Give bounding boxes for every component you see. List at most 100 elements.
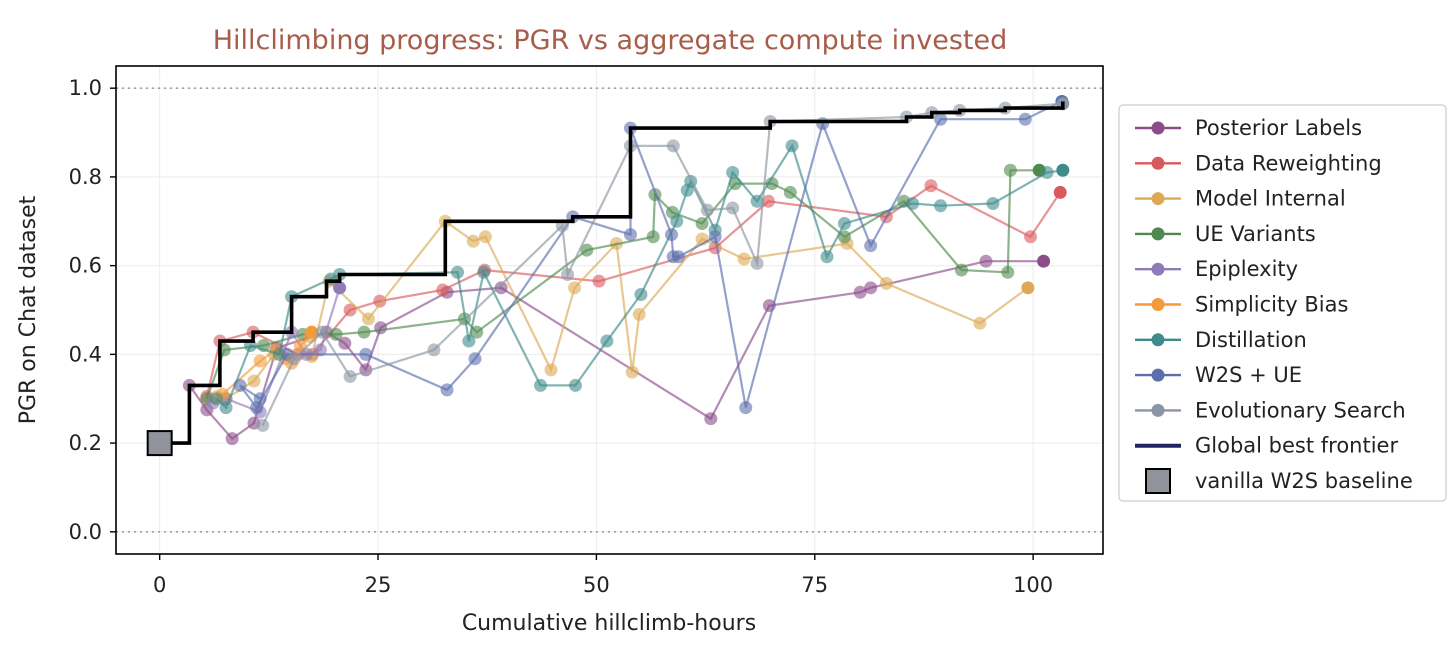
legend-item-0: Posterior Labels: [1135, 116, 1362, 140]
legend-swatch-marker-5: [1151, 298, 1165, 311]
series-7-point-10: [665, 228, 679, 242]
reference-lines: [116, 87, 1103, 533]
y-tick-label-5: 1.0: [69, 76, 102, 100]
series-4-point-6: [333, 281, 347, 295]
series-6-point-10: [533, 378, 547, 392]
series-6-point-21: [820, 250, 834, 264]
series-3-point-20: [1003, 163, 1017, 177]
series-3-point-5: [357, 325, 371, 339]
series-2-point-5: [361, 312, 375, 326]
legend-label-8: Evolutionary Search: [1195, 398, 1406, 422]
series-1-point-5: [343, 303, 357, 317]
series-3-point-14: [765, 177, 779, 191]
legend-swatch-marker-0: [1151, 121, 1165, 135]
legend-label-frontier: Global best frontier: [1195, 434, 1398, 458]
series-2-point-17: [879, 276, 893, 290]
series-8-point-0: [256, 418, 270, 432]
series-0-point-14: [864, 281, 878, 295]
series-6-point-14: [670, 214, 684, 228]
legend-item-5: Simplicity Bias: [1135, 293, 1348, 317]
x-tick-label-1: 25: [365, 573, 392, 597]
legend-swatch-marker-4: [1151, 262, 1165, 276]
series-6-point-13: [634, 287, 648, 301]
legend-swatch-marker-8: [1151, 403, 1165, 417]
series-layer: [182, 94, 1070, 446]
legend-label-baseline: vanilla W2S baseline: [1195, 469, 1413, 493]
series-6-point-26: [1040, 165, 1054, 179]
series-8-point-4: [427, 343, 441, 357]
x-tick-label-2: 50: [583, 573, 610, 597]
legend-label-3: UE Variants: [1195, 222, 1316, 246]
series-2-point-12: [625, 365, 639, 379]
series-line-8: [261, 102, 1063, 426]
x-axis-label: Cumulative hillclimb-hours: [462, 611, 756, 636]
series-8: [256, 97, 1070, 432]
plot-frame: [115, 65, 1104, 555]
series-7-point-16: [864, 239, 878, 253]
y-tick-label-3: 0.6: [69, 254, 102, 278]
legend-frame: [1118, 104, 1447, 502]
legend-swatch-marker-7: [1151, 368, 1165, 382]
legend-label-0: Posterior Labels: [1195, 116, 1362, 140]
series-2: [219, 214, 1035, 406]
series-6-point-11: [568, 378, 582, 392]
legend: Posterior Labels Data Reweighting Model In…: [1118, 104, 1447, 502]
series-1-point-9: [592, 274, 606, 288]
legend-swatch-marker-3: [1151, 227, 1165, 241]
series-5-point-8: [305, 325, 319, 339]
series-3-point-15: [783, 185, 797, 199]
series-6-point-24: [934, 199, 948, 213]
legend-swatch-marker-1: [1151, 156, 1165, 170]
x-axis-ticks: 0 25 50 75 100: [153, 554, 1053, 597]
legend-label-2: Model Internal: [1195, 187, 1346, 211]
series-0-point-11: [704, 412, 718, 426]
frontier-layer: [159, 101, 1065, 445]
series-0-point-6: [338, 336, 352, 350]
series-2-point-15: [737, 252, 751, 266]
series-6-point-1: [219, 401, 233, 415]
series-2-point-13: [632, 307, 646, 321]
series-7-point-8: [623, 228, 637, 242]
legend-label-7: W2S + UE: [1195, 363, 1302, 387]
series-8-point-10: [726, 201, 740, 215]
series-6-point-22: [837, 216, 851, 230]
series-4-point-5: [313, 343, 327, 357]
series-8-point-3: [343, 370, 357, 384]
series-7-point-4: [359, 347, 373, 361]
series-1-point-15: [1053, 185, 1067, 199]
y-tick-label-4: 0.8: [69, 165, 102, 189]
series-8-point-1: [287, 352, 301, 366]
legend-item-6: Distillation: [1135, 328, 1307, 352]
series-3-point-7: [470, 325, 484, 339]
series-3-point-18: [955, 263, 969, 277]
y-axis-label: PGR on Chat dataset: [16, 195, 41, 424]
series-3-point-19: [1001, 265, 1015, 279]
series-8-point-2: [315, 325, 329, 339]
series-6-point-20: [785, 139, 799, 153]
grid: [116, 66, 1103, 554]
series-6-point-0: [209, 392, 223, 406]
series-6-point-12: [600, 334, 614, 348]
legend-label-5: Simplicity Bias: [1195, 293, 1348, 317]
series-0-point-8: [374, 321, 388, 335]
series-6-point-8: [462, 334, 476, 348]
baseline-marker: [146, 430, 173, 457]
frontier-line: [159, 101, 1065, 445]
series-6-point-27: [1056, 163, 1070, 177]
series-1-point-6: [373, 294, 387, 308]
series-1-point-7: [436, 283, 450, 297]
series-3-point-16: [837, 230, 851, 244]
series-2-point-18: [973, 316, 987, 330]
series-6: [209, 139, 1070, 415]
series-2-point-1: [247, 374, 261, 388]
legend-label-6: Distillation: [1195, 328, 1307, 352]
series-0-point-2: [225, 432, 239, 446]
series-line-6: [215, 143, 1063, 410]
legend-item-8: Evolutionary Search: [1135, 398, 1406, 422]
y-axis-ticks: 0.0 0.2 0.4 0.6 0.8 1.0: [69, 76, 116, 544]
series-line-2: [225, 219, 1029, 400]
series-0-point-10: [494, 281, 508, 295]
series-3-point-4: [329, 327, 343, 341]
series-3-point-9: [646, 230, 660, 244]
